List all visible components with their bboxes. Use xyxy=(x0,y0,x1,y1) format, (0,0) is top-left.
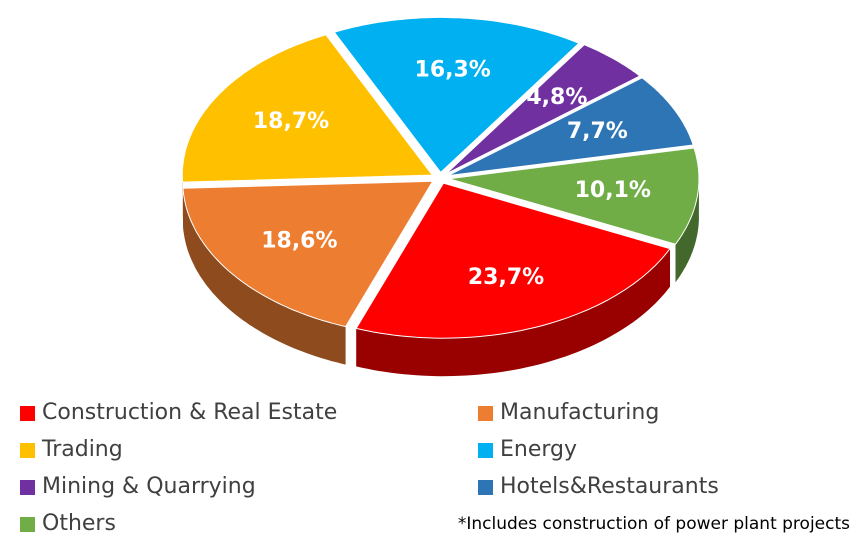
legend-swatch xyxy=(478,443,493,458)
slice-side xyxy=(356,248,670,377)
data-label: 7,7% xyxy=(567,119,628,144)
slice xyxy=(181,34,434,183)
data-label: 18,6% xyxy=(261,229,337,254)
legend-label: Manufacturing xyxy=(500,400,659,425)
legend-label: Energy xyxy=(500,437,577,462)
data-label: 18,7% xyxy=(253,109,329,134)
legend-swatch xyxy=(478,406,493,421)
legend-label: Trading xyxy=(41,437,123,462)
slice xyxy=(445,44,641,175)
legend-swatch xyxy=(20,517,35,532)
slice-side xyxy=(183,188,346,365)
legend-swatch xyxy=(20,443,35,458)
legend-label: Others xyxy=(42,511,116,536)
slice xyxy=(333,16,580,174)
data-label: 4,8% xyxy=(526,85,587,110)
footnote: *Includes construction of power plant pr… xyxy=(458,514,850,534)
slice xyxy=(355,182,671,339)
legend-swatch xyxy=(20,480,35,495)
slice xyxy=(448,147,700,245)
legend-label: Hotels&Restaurants xyxy=(500,474,719,499)
legend-label: Construction & Real Estate xyxy=(42,400,337,425)
slice xyxy=(447,77,694,177)
slice xyxy=(182,180,434,328)
data-label: 23,7% xyxy=(468,265,544,290)
data-label: 16,3% xyxy=(415,57,491,82)
data-label: 10,1% xyxy=(575,178,651,203)
slice-side xyxy=(675,175,699,283)
legend-label: Mining & Quarrying xyxy=(42,474,256,499)
legend-swatch xyxy=(20,406,35,421)
legend-swatch xyxy=(478,480,493,495)
